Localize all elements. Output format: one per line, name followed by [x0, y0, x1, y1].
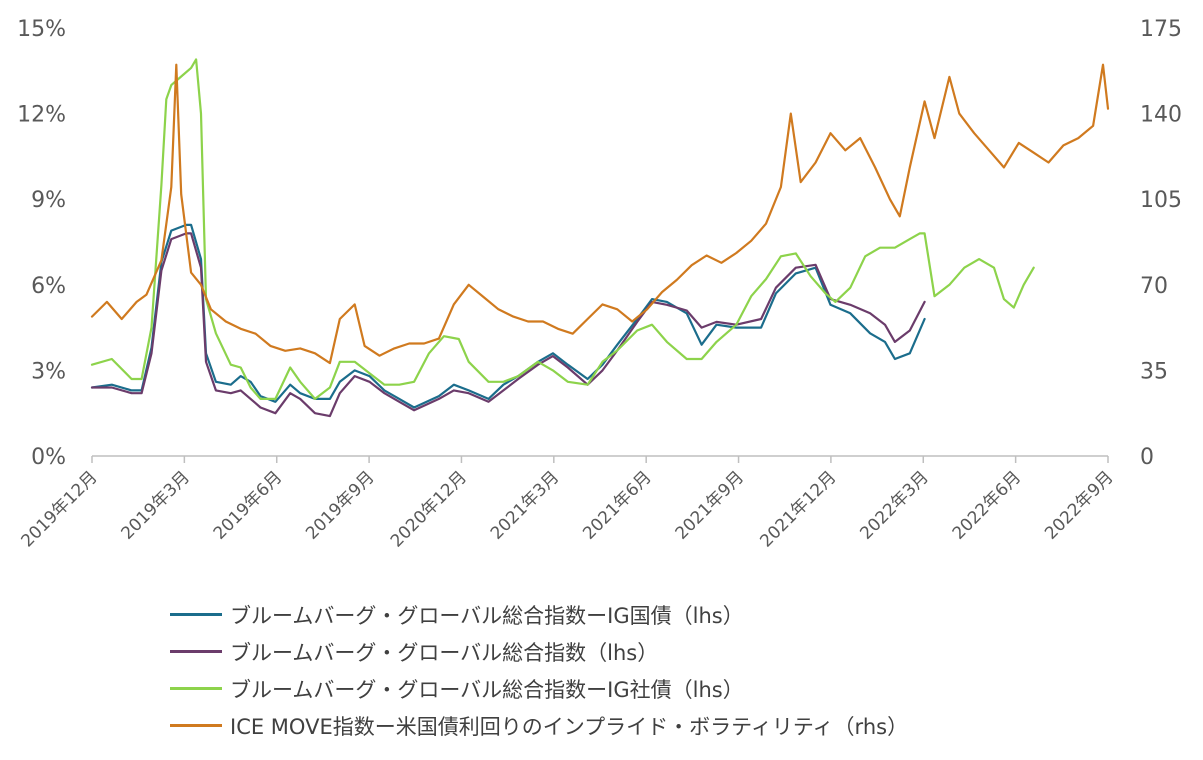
legend-swatch-move: [170, 724, 222, 727]
right-y-tick-label: 0: [1140, 445, 1154, 470]
left-y-tick-label: 6%: [31, 274, 66, 299]
legend-swatch-ig-government: [170, 613, 222, 616]
legend-swatch-ig-corporate: [170, 687, 222, 690]
left-y-tick-label: 9%: [31, 188, 66, 213]
series-line-2: [90, 58, 1035, 400]
legend-item: ICE MOVE指数ー米国債利回りのインプライド・ボラティリティ（rhs）: [170, 707, 1070, 744]
x-tick-label: 2019年3月: [117, 467, 193, 543]
legend-item: ブルームバーグ・グローバル総合指数ーIG国債（lhs）: [170, 596, 1070, 633]
x-tick-label: 2019年9月: [302, 467, 378, 543]
right-y-tick-label: 175: [1140, 17, 1182, 42]
legend-label: ブルームバーグ・グローバル総合指数ーIG社債（lhs）: [230, 677, 744, 702]
x-tick-label: 2019年12月: [17, 467, 101, 551]
right-y-tick-label: 70: [1140, 274, 1168, 299]
left-y-axis: 0% 3% 6% 9% 12% 15%: [17, 17, 66, 470]
legend-label: ブルームバーグ・グローバル総合指数（lhs）: [230, 640, 659, 665]
series-line-1: [90, 232, 926, 418]
legend: ブルームバーグ・グローバル総合指数ーIG国債（lhs） ブルームバーグ・グローバ…: [170, 596, 1070, 744]
left-y-tick-label: 12%: [17, 103, 66, 128]
x-axis: 2019年12月 2019年3月 2019年6月 2019年9月 2020年12月 202…: [17, 456, 1118, 551]
x-tick-label: 2022年6月: [949, 467, 1025, 543]
x-tick-label: 2021年6月: [579, 467, 655, 543]
series-layer: [90, 58, 1110, 418]
legend-label: ICE MOVE指数ー米国債利回りのインプライド・ボラティリティ（rhs）: [230, 714, 909, 739]
right-y-axis: 0 35 70 105 140 175: [1140, 17, 1182, 470]
x-tick-label: 2022年9月: [1041, 467, 1117, 543]
right-y-tick-label: 105: [1140, 188, 1182, 213]
x-tick-label: 2020年12月: [387, 467, 471, 551]
x-tick-label: 2022年3月: [856, 467, 932, 543]
legend-label: ブルームバーグ・グローバル総合指数ーIG国債（lhs）: [230, 603, 744, 628]
left-y-tick-label: 3%: [31, 359, 66, 384]
legend-item: ブルームバーグ・グローバル総合指数ーIG社債（lhs）: [170, 670, 1070, 707]
right-y-tick-label: 35: [1140, 359, 1168, 384]
left-y-tick-label: 15%: [17, 17, 66, 42]
x-tick-label: 2021年3月: [487, 467, 563, 543]
series-line-3: [90, 63, 1110, 365]
legend-item: ブルームバーグ・グローバル総合指数（lhs）: [170, 633, 1070, 670]
right-y-tick-label: 140: [1140, 103, 1182, 128]
x-tick-label: 2021年9月: [672, 467, 748, 543]
left-y-tick-label: 0%: [31, 445, 66, 470]
x-tick-label: 2021年12月: [756, 467, 840, 551]
x-tick-label: 2019年6月: [210, 467, 286, 543]
legend-swatch-aggregate: [170, 650, 222, 653]
